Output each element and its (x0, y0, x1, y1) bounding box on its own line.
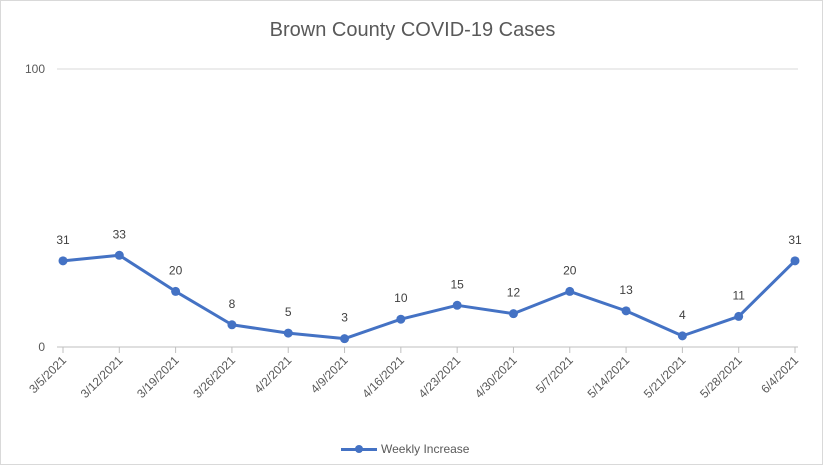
data-point (340, 334, 350, 344)
x-tick-label: 5/21/2021 (641, 353, 689, 401)
x-tick-label: 4/30/2021 (472, 353, 520, 401)
series-weekly-increase (58, 250, 800, 344)
x-tick-label: 4/16/2021 (359, 353, 407, 401)
data-point (227, 320, 237, 330)
y-tick-label: 0 (38, 340, 45, 354)
data-label: 5 (285, 305, 292, 319)
legend-label: Weekly Increase (381, 442, 470, 456)
data-point (565, 286, 575, 296)
data-label: 33 (113, 227, 127, 241)
chart-title: Brown County COVID-19 Cases (269, 19, 556, 41)
legend: Weekly Increase (341, 439, 469, 459)
data-point (790, 256, 800, 266)
data-label: 11 (732, 288, 745, 302)
data-label: 31 (788, 233, 802, 247)
data-point (396, 314, 406, 324)
y-tick-label: 100 (25, 62, 45, 76)
data-point (621, 306, 631, 316)
series-line (62, 253, 797, 341)
data-point (58, 256, 68, 266)
x-tick-label: 5/14/2021 (585, 353, 633, 401)
data-label: 8 (229, 297, 236, 311)
x-tick-label: 3/12/2021 (78, 353, 126, 401)
x-tick-label: 3/26/2021 (190, 353, 238, 401)
data-label: 13 (619, 283, 633, 297)
x-tick-label: 3/19/2021 (134, 353, 182, 401)
data-label: 4 (679, 308, 686, 322)
data-point (283, 328, 293, 338)
data-label: 31 (56, 233, 70, 247)
data-point (452, 300, 462, 310)
data-label: 20 (563, 263, 577, 277)
data-label: 3 (341, 311, 348, 325)
data-label: 10 (394, 291, 408, 305)
data-label: 12 (507, 286, 521, 300)
x-tick-label: 5/7/2021 (533, 353, 576, 396)
x-tick-label: 6/4/2021 (758, 353, 801, 396)
x-tick-label: 3/5/2021 (26, 353, 69, 396)
data-labels: 31 33 20 8 5 3 10 15 12 20 13 4 11 31 (56, 227, 802, 324)
data-point (734, 311, 744, 321)
data-point (171, 286, 181, 296)
x-tick-label: 4/2/2021 (251, 353, 294, 396)
x-tick-label: 4/23/2021 (416, 353, 464, 401)
legend-line-marker-icon (341, 443, 377, 455)
x-axis: 3/5/2021 3/12/2021 3/19/2021 3/26/2021 4/2/2… (26, 346, 801, 401)
x-tick-label: 4/9/2021 (308, 353, 351, 396)
data-point (508, 309, 518, 319)
data-point (114, 250, 124, 260)
data-label: 15 (450, 277, 464, 291)
x-tick-label: 5/28/2021 (697, 353, 745, 401)
data-label: 20 (169, 263, 183, 277)
data-point (677, 331, 687, 341)
y-axis-ticks: 0 100 (25, 62, 45, 354)
